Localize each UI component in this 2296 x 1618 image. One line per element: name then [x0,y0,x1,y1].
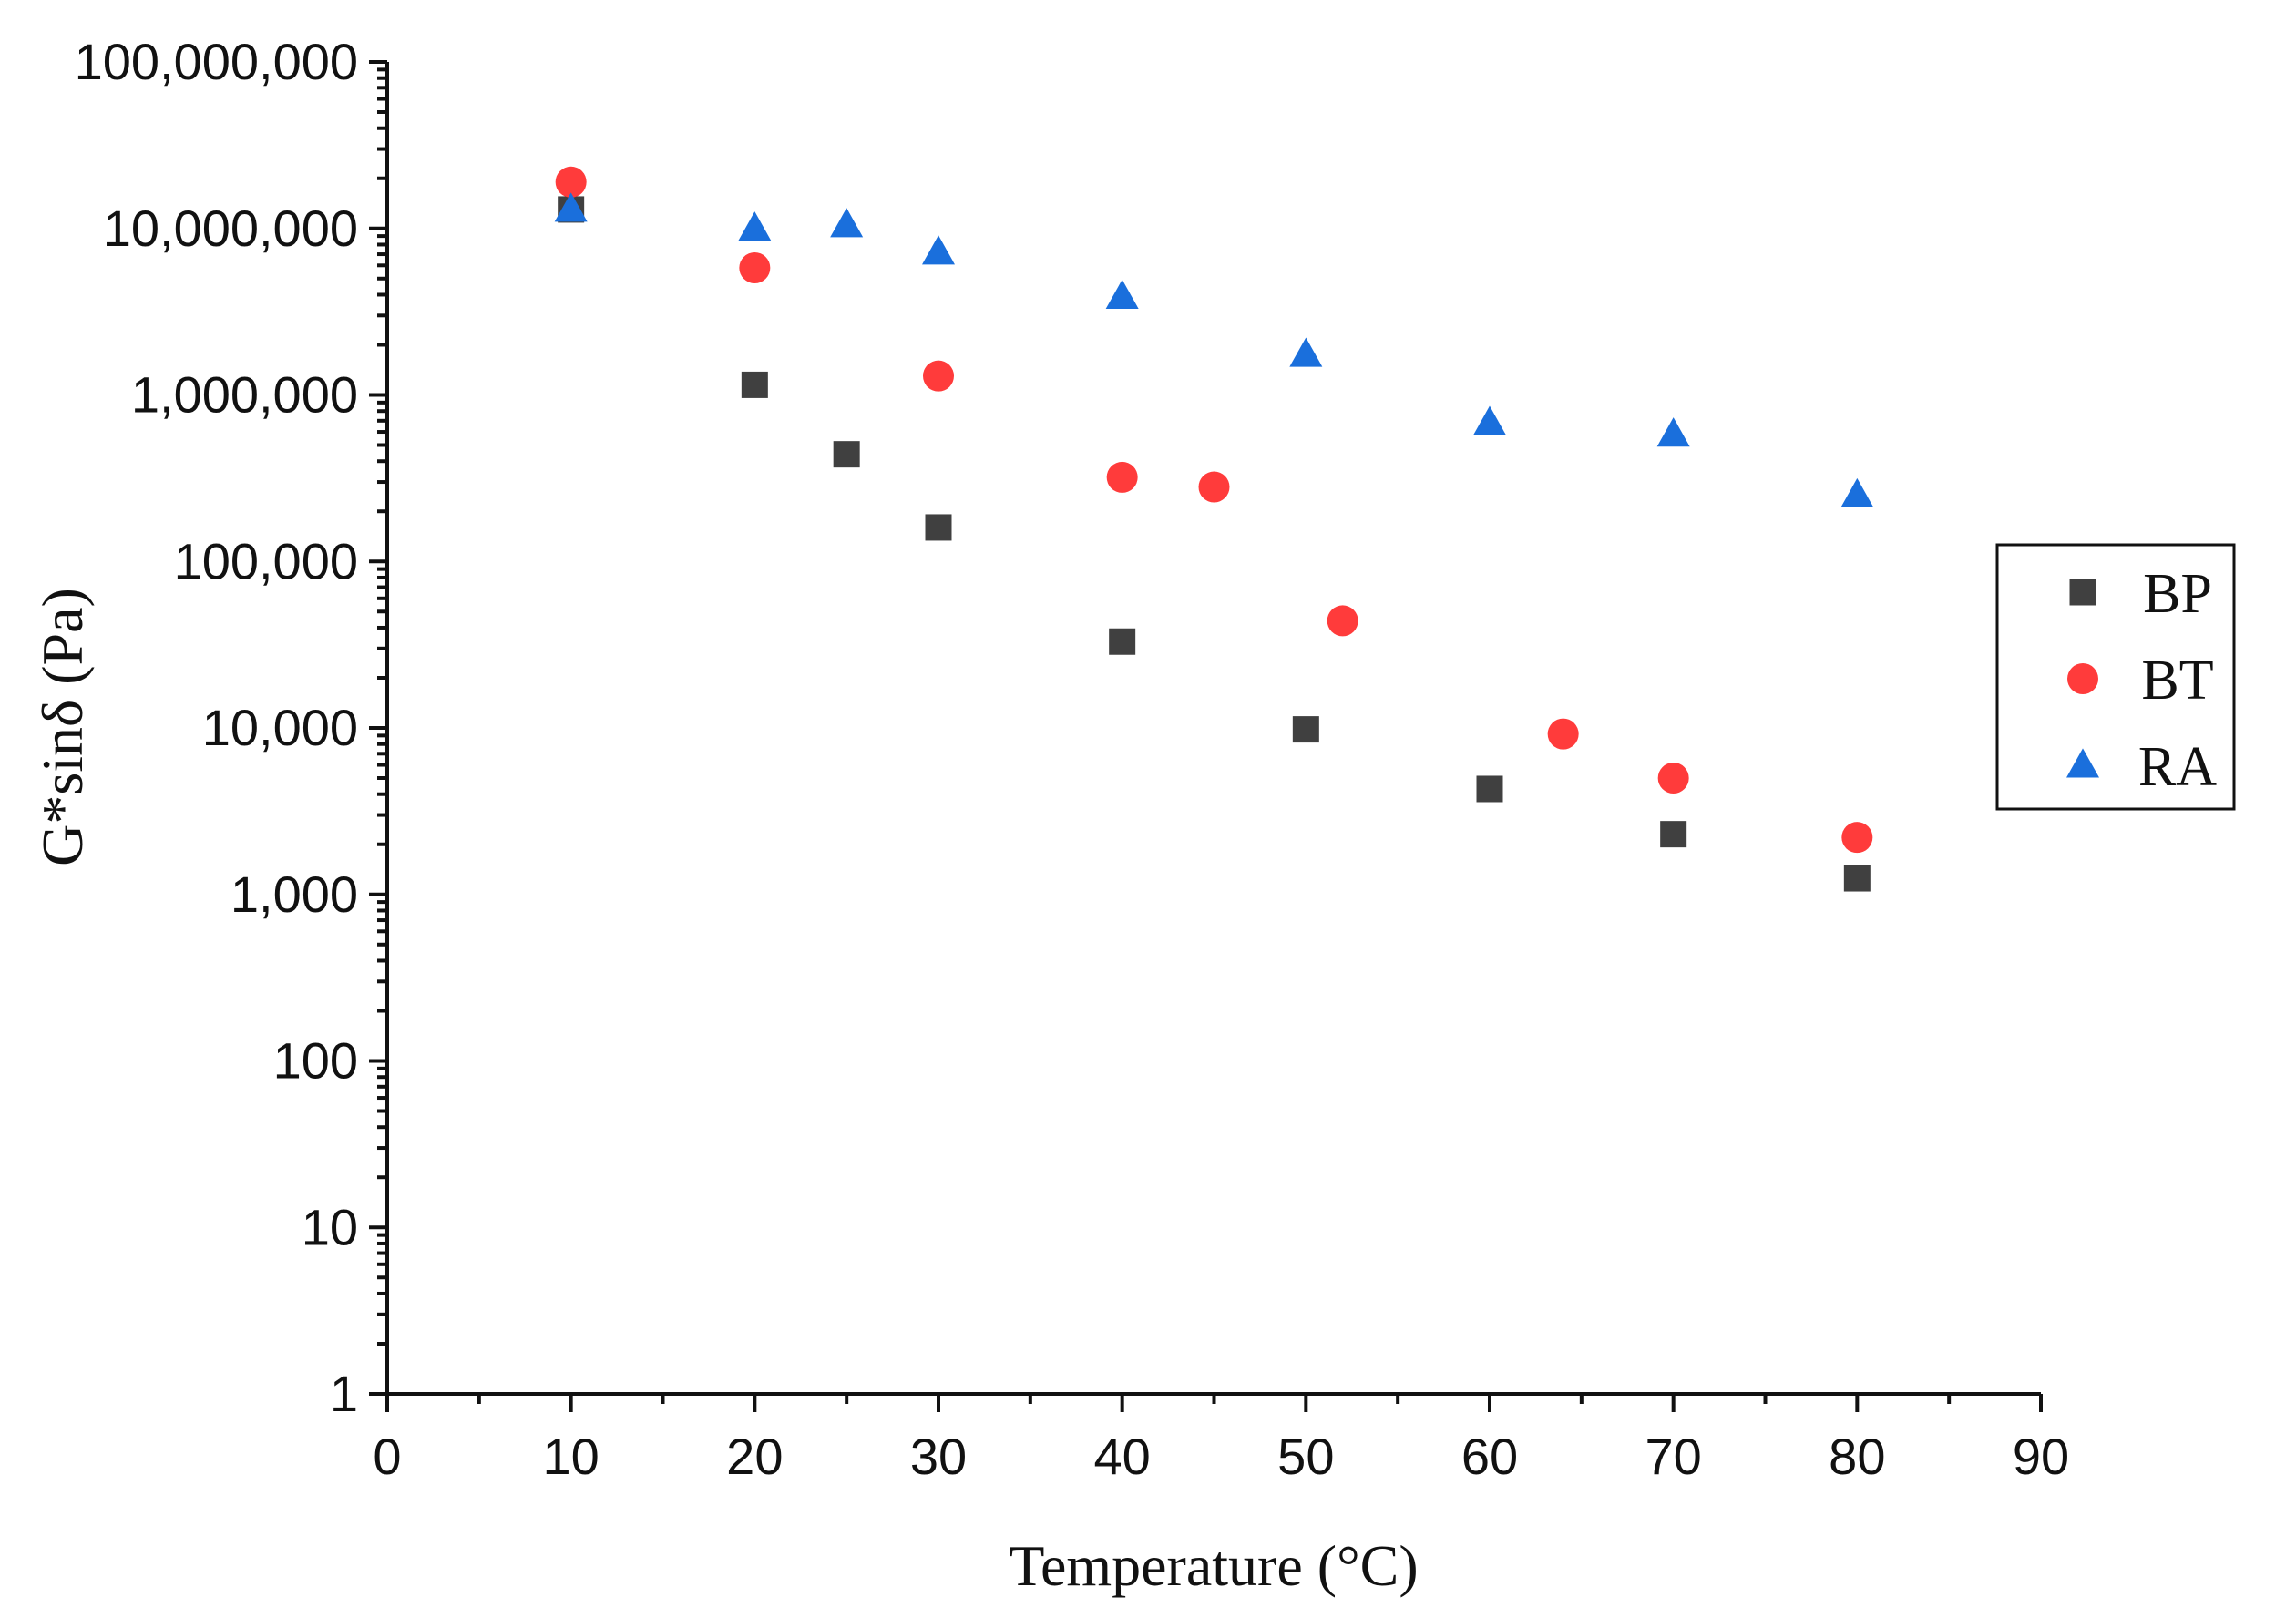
y-ticks: 1 10 100 1,000 10,000 100,000 1,000,000 10,000,… [75,33,387,1422]
axes [385,62,2041,1396]
y-tick-label: 100,000,000 [75,33,358,90]
legend: BP BT RA [1995,543,2236,811]
x-tick-label: 80 [1829,1428,1885,1485]
point-bt [1547,718,1579,750]
point-bp [925,514,952,541]
series-bt [555,166,1873,854]
y-tick-label: 100,000 [174,532,358,589]
legend-label-ra: RA [2138,736,2217,798]
point-bt [1198,471,1230,503]
legend-marker-bp [2069,579,2096,606]
x-tick-label: 60 [1461,1428,1518,1485]
point-bt [1106,461,1138,493]
point-ra [1656,417,1690,447]
point-ra [830,208,864,238]
y-tick-label: 1,000 [231,865,358,923]
x-ticks: 0 10 20 30 40 50 60 70 80 90 [373,1394,2069,1485]
point-ra [1105,279,1139,309]
x-axis-title: Temperature (°C) [1009,1533,1418,1598]
x-tick-label: 0 [373,1428,401,1485]
point-bp [1660,821,1687,848]
point-bp [1843,865,1871,892]
x-tick-label: 50 [1277,1428,1334,1485]
x-tick-label: 90 [2013,1428,2069,1485]
x-tick-label: 20 [726,1428,783,1485]
y-tick-label: 1,000,000 [131,366,358,424]
y-tick-label: 100 [273,1032,358,1090]
point-bp [1109,628,1136,655]
point-bt [1841,822,1873,854]
y-tick-label: 1 [330,1365,358,1422]
point-ra [1473,405,1506,435]
point-ra [738,211,772,241]
y-tick-label: 10,000,000 [103,200,358,257]
legend-marker-bt [2067,663,2098,694]
y-tick-label: 10,000 [202,699,358,756]
x-tick-label: 70 [1645,1428,1702,1485]
legend-marker-ra [2066,748,2099,778]
point-bt [923,360,954,392]
legend-box [1995,543,2236,811]
point-bp [741,371,768,398]
point-ra [554,192,588,222]
point-bt [555,166,587,198]
series-ra [554,192,1874,508]
point-bp [833,441,860,468]
x-tick-label: 40 [1094,1428,1151,1485]
point-bt [1327,605,1358,637]
point-ra [922,235,955,265]
point-bt [1657,763,1689,794]
point-bp [1476,775,1503,803]
legend-items: BP BT RA [2066,563,2217,798]
data-points [554,166,1874,892]
x-tick-label: 30 [910,1428,967,1485]
y-axis-title: G*sinδ (Pa) [30,588,95,866]
point-bp [1292,716,1319,743]
legend-label-bp: BP [2143,563,2212,625]
x-tick-label: 10 [543,1428,600,1485]
point-bt [739,251,771,283]
point-ra [1289,337,1323,367]
point-ra [1840,477,1874,508]
legend-label-bt: BT [2141,650,2213,712]
y-tick-label: 10 [302,1198,358,1255]
